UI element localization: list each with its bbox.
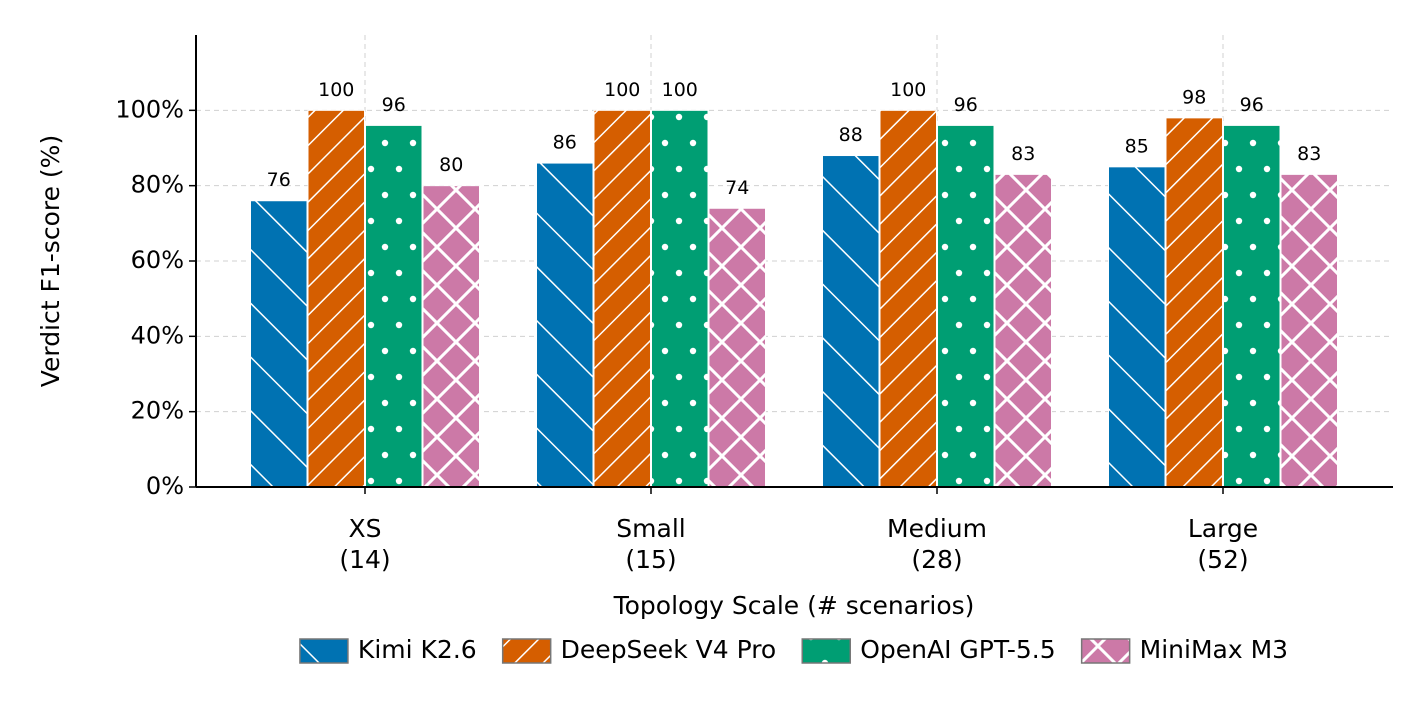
x-axis-label: Topology Scale (# scenarios) — [613, 591, 975, 620]
bar — [1165, 117, 1223, 488]
legend-label: Kimi K2.6 — [358, 635, 477, 664]
data-label: 76 — [267, 169, 291, 191]
y-axis-label: Verdict F1-score (%) — [36, 135, 65, 387]
legend-swatch — [501, 638, 552, 664]
bar — [593, 109, 651, 488]
y-tick-label: 0% — [146, 472, 184, 500]
bar — [1108, 166, 1166, 488]
legend-label: DeepSeek V4 Pro — [561, 635, 777, 664]
bar — [422, 185, 480, 488]
data-label: 83 — [1011, 143, 1035, 165]
data-label: 96 — [1240, 94, 1264, 116]
bar — [536, 162, 594, 488]
y-tick-label: 20% — [131, 397, 184, 425]
x-tick-label: Small (15) — [616, 514, 686, 574]
legend-swatch — [299, 638, 349, 664]
bar — [708, 207, 766, 488]
legend-label: MiniMax M3 — [1140, 635, 1288, 664]
bar — [879, 109, 937, 488]
data-label: 98 — [1182, 86, 1206, 108]
y-tick-label: 80% — [131, 171, 184, 199]
x-tick-label: Medium (28) — [887, 514, 987, 574]
data-label: 85 — [1125, 135, 1149, 157]
bar — [250, 200, 308, 488]
legend: Kimi K2.6 DeepSeek V4 Pro OpenAI GPT-5.5 Mi… — [299, 635, 1288, 664]
y-tick-label: 60% — [131, 246, 184, 274]
data-label: 74 — [725, 177, 749, 199]
data-label: 80 — [439, 154, 463, 176]
bar — [307, 109, 365, 488]
bar — [994, 173, 1052, 488]
data-label: 100 — [318, 79, 354, 101]
data-label: 100 — [890, 79, 926, 101]
legend-swatch — [1080, 638, 1131, 664]
legend-label: OpenAI GPT-5.5 — [860, 635, 1055, 664]
bar — [822, 155, 880, 488]
data-label: 86 — [553, 132, 577, 154]
data-label: 96 — [954, 94, 978, 116]
bar — [365, 124, 423, 488]
bar — [1223, 124, 1281, 488]
x-tick-label: Large (52) — [1187, 514, 1259, 574]
data-label: 96 — [382, 94, 406, 116]
data-label: 88 — [839, 124, 863, 146]
y-tick-label: 40% — [131, 321, 184, 349]
bar — [651, 109, 709, 488]
legend-swatch — [801, 638, 851, 664]
data-label: 100 — [604, 79, 640, 101]
bar — [937, 124, 995, 488]
data-label: 100 — [662, 79, 698, 101]
y-tick-label: 100% — [115, 95, 184, 123]
data-label: 83 — [1297, 143, 1321, 165]
x-tick-label: XS (14) — [339, 514, 391, 574]
bar — [1280, 173, 1338, 488]
